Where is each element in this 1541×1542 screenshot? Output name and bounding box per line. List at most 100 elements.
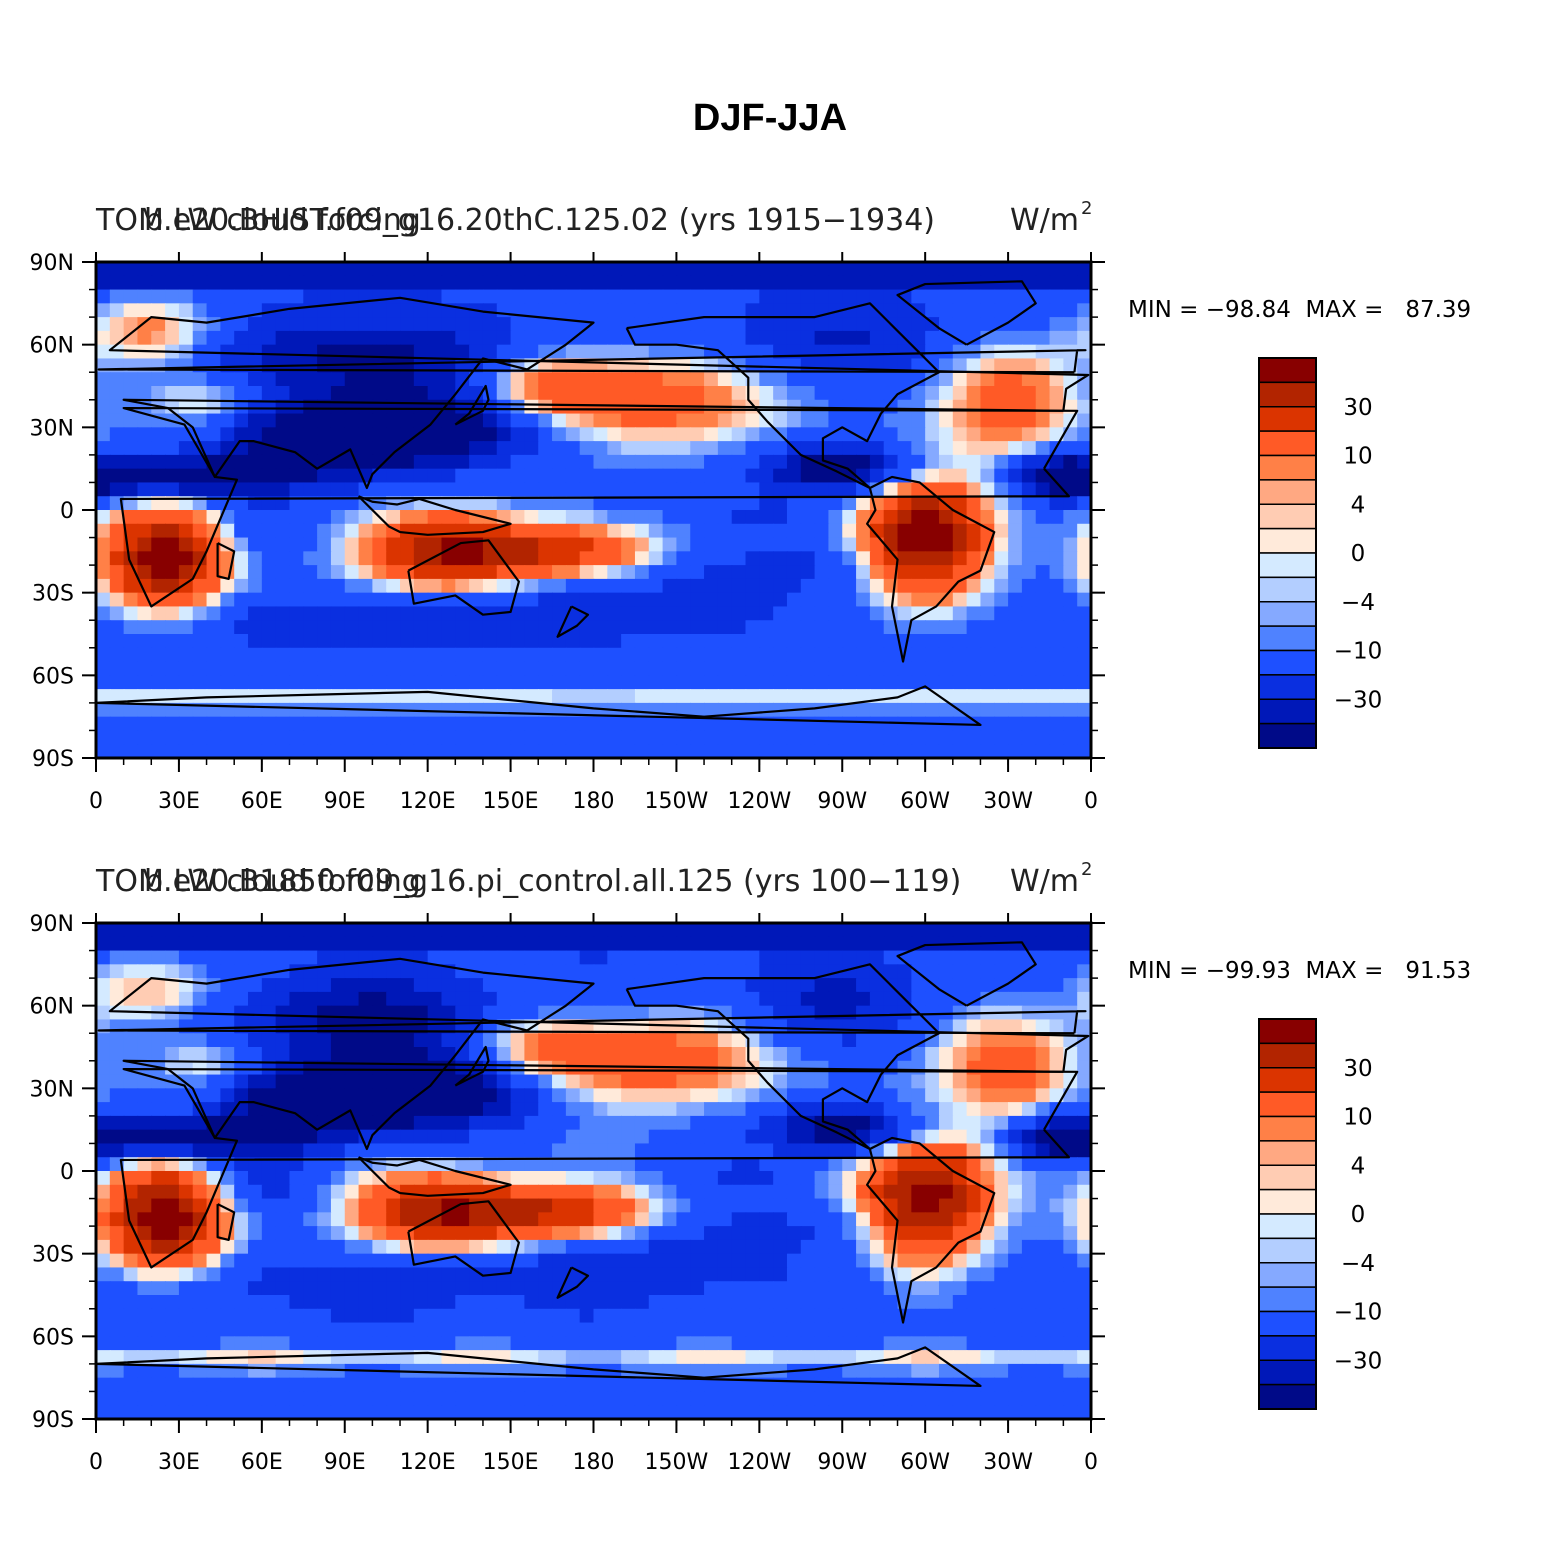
heatmap-cell (663, 620, 678, 635)
heatmap-cell (980, 1102, 995, 1117)
heatmap-cell (580, 469, 595, 484)
heatmap-cell (898, 262, 913, 277)
heatmap-cell (400, 262, 415, 277)
heatmap-cell (911, 1323, 926, 1338)
heatmap-cell (1036, 593, 1051, 608)
heatmap-cell (151, 386, 166, 401)
heatmap-cell (469, 262, 484, 277)
heatmap-cell (594, 1006, 609, 1021)
heatmap-cell (594, 1171, 609, 1186)
heatmap-cell (607, 1336, 622, 1351)
heatmap-cell (497, 662, 512, 677)
heatmap-cell (511, 1102, 526, 1117)
heatmap-cell (594, 1309, 609, 1324)
heatmap-cell (994, 1226, 1009, 1241)
heatmap-cell (718, 1130, 733, 1145)
heatmap-cell (759, 1295, 774, 1310)
heatmap-cell (953, 1281, 968, 1296)
heatmap-cell (455, 717, 470, 732)
heatmap-cell (1050, 1267, 1065, 1282)
heatmap-cell (621, 937, 636, 952)
heatmap-cell (234, 717, 249, 732)
heatmap-cell (262, 1267, 277, 1282)
heatmap-cell (621, 1254, 636, 1269)
heatmap-cell (497, 1088, 512, 1103)
heatmap-cell (718, 455, 733, 470)
heatmap-cell (414, 524, 429, 539)
heatmap-cell (1022, 1171, 1037, 1186)
heatmap-cell (759, 1102, 774, 1117)
heatmap-cell (386, 634, 401, 649)
heatmap-cell (732, 317, 747, 332)
heatmap-cell (234, 386, 249, 401)
heatmap-cell (428, 937, 443, 952)
heatmap-cell (704, 1102, 719, 1117)
heatmap-cell (110, 1006, 125, 1021)
heatmap-cell (552, 606, 567, 621)
heatmap-cell (193, 331, 208, 346)
heatmap-cell (524, 620, 539, 635)
heatmap-cell (276, 675, 291, 690)
heatmap-cell (441, 386, 456, 401)
heatmap-cell (455, 951, 470, 966)
heatmap-cell (400, 317, 415, 332)
heatmap-cell (718, 1033, 733, 1048)
heatmap-cell (276, 1088, 291, 1103)
heatmap-cell (248, 1212, 263, 1227)
heatmap-cell (552, 675, 567, 690)
heatmap-cell (303, 1033, 318, 1048)
heatmap-cell (262, 620, 277, 635)
heatmap-cell (801, 634, 816, 649)
heatmap-cell (179, 1226, 194, 1241)
heatmap-cell (856, 978, 871, 993)
heatmap-cell (649, 964, 664, 979)
heatmap-cell (663, 455, 678, 470)
heatmap-cell (151, 372, 166, 387)
heatmap-cell (980, 1157, 995, 1172)
heatmap-cell (331, 1240, 346, 1255)
heatmap-cell (317, 1171, 332, 1186)
heatmap-cell (345, 1336, 360, 1351)
heatmap-cell (303, 634, 318, 649)
heatmap-cell (1036, 358, 1051, 373)
heatmap-cell (441, 290, 456, 305)
heatmap-cell (704, 675, 719, 690)
heatmap-cell (372, 1267, 387, 1282)
heatmap-cell (842, 951, 857, 966)
heatmap-cell (953, 648, 968, 663)
heatmap-cell (110, 1323, 125, 1338)
heatmap-cell (137, 276, 152, 291)
heatmap-cell (635, 551, 650, 566)
heatmap-cell (759, 551, 774, 566)
heatmap-cell (359, 675, 374, 690)
heatmap-cell (524, 1295, 539, 1310)
heatmap-cell (1008, 703, 1023, 718)
heatmap-cell (1022, 331, 1037, 346)
heatmap-cell (842, 1212, 857, 1227)
heatmap-cell (732, 386, 747, 401)
heatmap-cell (870, 1212, 885, 1227)
heatmap-cell (953, 1212, 968, 1227)
heatmap-cell (690, 386, 705, 401)
heatmap-cell (994, 1199, 1009, 1214)
heatmap-cell (967, 662, 982, 677)
heatmap-cell (96, 964, 111, 979)
heatmap-cell (1063, 964, 1078, 979)
heatmap-cell (939, 648, 954, 663)
heatmap-cell (663, 1309, 678, 1324)
heatmap-cell (234, 951, 249, 966)
heatmap-cell (994, 1185, 1009, 1200)
heatmap-cell (483, 1006, 498, 1021)
heatmap-cell (746, 303, 761, 318)
heatmap-cell (386, 579, 401, 594)
heatmap-cell (621, 1267, 636, 1282)
heatmap-cell (690, 648, 705, 663)
heatmap-cell (732, 620, 747, 635)
panel-units: W/m (1010, 203, 1079, 238)
heatmap-cell (289, 620, 304, 635)
heatmap-cell (566, 579, 581, 594)
heatmap-cell (566, 937, 581, 952)
heatmap-cell (980, 262, 995, 277)
heatmap-cell (898, 565, 913, 580)
heatmap-cell (303, 482, 318, 497)
